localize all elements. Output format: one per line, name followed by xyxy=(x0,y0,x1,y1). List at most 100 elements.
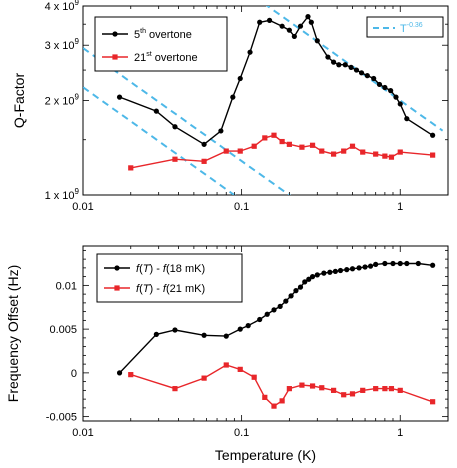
frequency-offset-axis-label: Frequency Offset (Hz) xyxy=(5,265,21,402)
data-point xyxy=(116,94,123,100)
legend-label: f(T) - f(21 mK) xyxy=(136,283,205,295)
data-point xyxy=(153,108,159,114)
bottom-legend: f(T) - f(18 mK) f(T) - f(21 mK) xyxy=(96,253,243,303)
data-point xyxy=(341,148,347,154)
data-point xyxy=(257,19,263,25)
data-point xyxy=(305,14,311,20)
data-point xyxy=(297,284,304,290)
data-point xyxy=(330,151,337,157)
reference-line-3 xyxy=(265,6,444,132)
data-point xyxy=(283,298,289,304)
data-point xyxy=(382,84,388,91)
bottom-axes: 0.01 0.1 1 -0.005 0 0.005 0.01 xyxy=(46,246,449,439)
legend-box xyxy=(366,16,444,38)
data-point xyxy=(430,152,436,158)
data-point xyxy=(223,333,229,339)
data-point xyxy=(291,33,297,40)
y-tick-label: 0.005 xyxy=(49,324,77,336)
data-point xyxy=(309,142,316,148)
data-point xyxy=(293,288,299,294)
data-point xyxy=(201,375,207,381)
data-point xyxy=(153,331,159,337)
data-point xyxy=(279,138,285,145)
top-legend: 5th overtone 21st overtone xyxy=(94,16,228,72)
x-tick-label: 0.1 xyxy=(234,427,249,439)
data-point xyxy=(237,75,243,82)
data-point xyxy=(271,307,277,313)
legend-marker xyxy=(114,285,120,291)
legend-box xyxy=(94,16,228,72)
data-point xyxy=(319,385,325,391)
frequency-offset-panel: 0.01 0.1 1 -0.005 0 0.005 0.01 Frequency Offse… xyxy=(5,245,449,463)
data-point xyxy=(344,267,350,273)
data-point xyxy=(299,382,305,388)
data-point xyxy=(306,276,312,282)
series-2-line xyxy=(130,134,433,169)
data-point xyxy=(257,316,263,323)
data-point xyxy=(382,386,388,392)
y-tick-label: 0 xyxy=(71,368,77,380)
x-tick-label: 0.01 xyxy=(72,427,93,439)
legend-label: 21st overtone xyxy=(134,51,198,64)
data-point xyxy=(314,272,320,278)
legend-label: f(T) - f(18 mK) xyxy=(136,263,205,275)
top-axes: 0.01 0.1 1 1 x 109 2 x 109 3 x 109 4 x 109 xyxy=(45,0,449,213)
legend-marker xyxy=(112,54,118,60)
reference-line-legend: T-0.36 xyxy=(366,16,444,38)
data-point xyxy=(277,303,283,309)
data-point xyxy=(262,135,268,141)
data-point xyxy=(279,23,285,29)
data-point xyxy=(362,264,368,270)
temperature-axis-label: Temperature (K) xyxy=(215,447,316,463)
legend-marker xyxy=(114,265,120,271)
data-point xyxy=(237,366,243,372)
data-point xyxy=(223,148,229,154)
data-point xyxy=(397,101,403,107)
x-tick-label: 1 xyxy=(397,201,403,213)
data-point xyxy=(218,128,224,134)
data-point xyxy=(321,270,327,276)
data-point xyxy=(201,332,207,338)
q-factor-panel: 0.01 0.1 1 1 x 109 2 x 109 3 x 109 4 x 109 Q-F… xyxy=(11,0,449,213)
data-point xyxy=(364,73,370,79)
data-point xyxy=(201,141,207,147)
data-point xyxy=(430,132,436,138)
data-point xyxy=(247,49,253,55)
y-tick-label: 3 x 109 xyxy=(45,37,80,52)
data-point xyxy=(172,327,178,333)
reference-line-2 xyxy=(83,86,236,195)
data-point xyxy=(286,141,292,147)
data-point xyxy=(349,143,356,149)
data-point xyxy=(309,274,316,280)
data-point xyxy=(262,394,268,400)
data-point xyxy=(330,59,337,65)
legend-marker xyxy=(112,31,118,37)
data-point xyxy=(376,81,383,88)
data-point xyxy=(397,387,403,393)
data-point xyxy=(404,260,410,267)
data-point xyxy=(404,116,410,122)
data-point xyxy=(397,260,403,267)
data-point xyxy=(332,268,338,274)
data-point xyxy=(373,386,379,392)
y-tick-label: -0.005 xyxy=(46,412,77,424)
data-point xyxy=(342,62,348,68)
data-point xyxy=(367,263,374,269)
legend-label: 5th overtone xyxy=(134,28,192,41)
data-point xyxy=(299,144,305,150)
data-point xyxy=(360,149,366,155)
data-point xyxy=(388,386,395,392)
data-point xyxy=(230,94,236,100)
data-point xyxy=(128,372,134,378)
data-point xyxy=(286,27,292,33)
reference-line-1 xyxy=(83,47,292,195)
y-tick-label: 0.01 xyxy=(56,280,77,292)
data-point xyxy=(348,64,354,70)
y-tick-label: 1 x 109 xyxy=(45,187,80,202)
data-point xyxy=(128,165,134,171)
data-point xyxy=(116,370,123,376)
data-point xyxy=(245,323,251,329)
data-point xyxy=(356,265,362,271)
data-point xyxy=(271,132,277,138)
